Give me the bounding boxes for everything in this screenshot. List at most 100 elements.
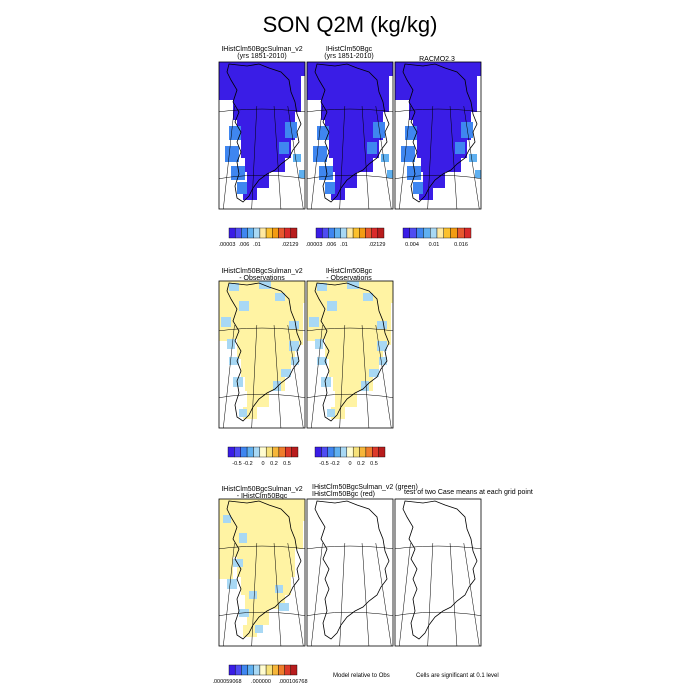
colorbar-swatch xyxy=(241,664,248,676)
map-panel-6 xyxy=(218,498,306,647)
data-cell-block xyxy=(219,519,233,579)
colorbar-swatch xyxy=(246,446,254,458)
colorbar-swatch xyxy=(259,227,267,239)
data-cell-block xyxy=(309,317,319,327)
map-frame xyxy=(306,61,394,210)
colorbar-tick-label: .000000 xyxy=(251,679,271,685)
latitude-line xyxy=(307,174,393,179)
colorbar-tick-label: .01 xyxy=(253,242,261,248)
colorbar-tick-label: 0.5 xyxy=(370,461,378,467)
colorbar-swatch xyxy=(340,227,348,239)
data-cell-block xyxy=(373,122,385,138)
data-cell-block xyxy=(475,170,481,178)
longitude-line xyxy=(375,325,392,428)
panel-6-title: IHistClm50BgcSulman_v2 xyxy=(221,486,303,493)
latitude-line xyxy=(219,393,305,398)
data-cell-block xyxy=(247,391,269,407)
map-background xyxy=(395,499,481,646)
colorbar-swatch xyxy=(409,227,417,239)
latitude-line xyxy=(307,611,393,616)
data-cell-block xyxy=(329,359,379,377)
colorbar-tick-label: .000059068 xyxy=(212,679,241,685)
data-cell-block xyxy=(325,120,383,140)
ttest-note: test of two Case means at each grid poin… xyxy=(404,489,533,496)
map-frame xyxy=(394,61,482,210)
data-cell-block xyxy=(325,182,335,194)
map-frame xyxy=(306,498,394,647)
colorbar-swatch xyxy=(436,227,445,239)
colorbar-swatch xyxy=(359,227,366,239)
panel-2-subtitle: (yrs 1851-2010) xyxy=(324,53,374,60)
map-panel-4 xyxy=(218,280,306,429)
map-frame xyxy=(218,61,306,210)
colorbar-swatch xyxy=(253,446,261,458)
data-cell-block xyxy=(315,339,323,349)
colorbar-1: .00003.006.01 .02129 xyxy=(219,227,298,248)
colorbar-swatch xyxy=(259,446,267,458)
data-cell-block xyxy=(317,66,377,94)
data-cell-block xyxy=(417,140,467,158)
data-cell-block xyxy=(335,172,357,188)
colorbar-swatch xyxy=(377,227,385,239)
map-panel-3 xyxy=(394,61,482,210)
greenland-coastline xyxy=(226,63,302,203)
latitude-line xyxy=(219,108,305,113)
greenland-coastline xyxy=(226,282,302,422)
latitude-line xyxy=(219,611,305,616)
colorbar-swatch xyxy=(352,227,360,239)
colorbar-swatch xyxy=(247,227,254,239)
colorbar-swatch xyxy=(371,227,379,239)
colorbar-swatch xyxy=(457,227,465,239)
data-cell-block xyxy=(363,293,373,301)
colorbar-swatch xyxy=(321,227,329,239)
colorbar-swatch xyxy=(365,227,372,239)
data-cell-block xyxy=(321,377,331,387)
colorbar-swatch xyxy=(272,664,279,676)
colorbar-swatch xyxy=(443,227,451,239)
latitude-line xyxy=(395,108,481,113)
longitude-line xyxy=(463,543,480,646)
colorbar-swatch xyxy=(340,446,348,458)
data-cell-block xyxy=(377,341,387,351)
colorbar-tick-label: -0.5 xyxy=(319,461,328,467)
panel-6-subtitle: - IHistClm50Bgc xyxy=(236,493,288,500)
data-cell-block xyxy=(227,339,235,349)
panel-title-diff: IHistClm50BgcSulman_v2 - IHistClm50Bgc xyxy=(218,486,306,500)
longitude-line xyxy=(223,325,235,428)
data-cell-block xyxy=(325,339,383,359)
colorbar-swatch xyxy=(416,227,424,239)
data-cell-block xyxy=(469,154,477,162)
longitude-line xyxy=(287,106,304,209)
panel-4-subtitle: - Observations xyxy=(239,275,285,282)
data-cell-block xyxy=(229,66,289,94)
data-cell-block xyxy=(291,357,299,365)
data-cell-block xyxy=(221,317,231,327)
map-background xyxy=(307,499,393,646)
colorbar-swatch xyxy=(284,227,292,239)
longitude-line xyxy=(339,543,346,646)
data-cell-block xyxy=(405,66,465,94)
latitude-line xyxy=(307,327,393,332)
colorbar-5: -0.5 -0.2 0 0.2 0.5 xyxy=(314,446,386,467)
colorbar-swatch xyxy=(285,446,292,458)
data-cell-block xyxy=(273,381,281,391)
data-cell-block xyxy=(455,142,465,154)
data-cell-block xyxy=(229,357,239,365)
data-cell-block xyxy=(381,154,389,162)
colorbar-tick-label: 0.016 xyxy=(454,242,468,248)
data-cell-block xyxy=(299,170,305,178)
data-cell-block xyxy=(289,341,299,351)
longitude-line xyxy=(287,543,304,646)
panel-7-subtitle: IHistClm50Bgc (red) xyxy=(312,491,376,498)
colorbar-tick-label: .00003 xyxy=(219,242,236,248)
longitude-line xyxy=(273,325,282,428)
data-cell-block xyxy=(293,154,301,162)
model-relative-note: Model relative to Obs xyxy=(333,673,390,679)
longitude-line xyxy=(375,106,392,209)
map-frame xyxy=(218,498,306,647)
panel-5-subtitle: - Observations xyxy=(326,275,372,282)
panel-1-title: IHistClm50BgcSulman_v2 xyxy=(221,46,303,53)
longitude-line xyxy=(273,106,282,209)
colorbar-tick-label: .006 xyxy=(239,242,250,248)
data-cell-block xyxy=(237,182,247,194)
